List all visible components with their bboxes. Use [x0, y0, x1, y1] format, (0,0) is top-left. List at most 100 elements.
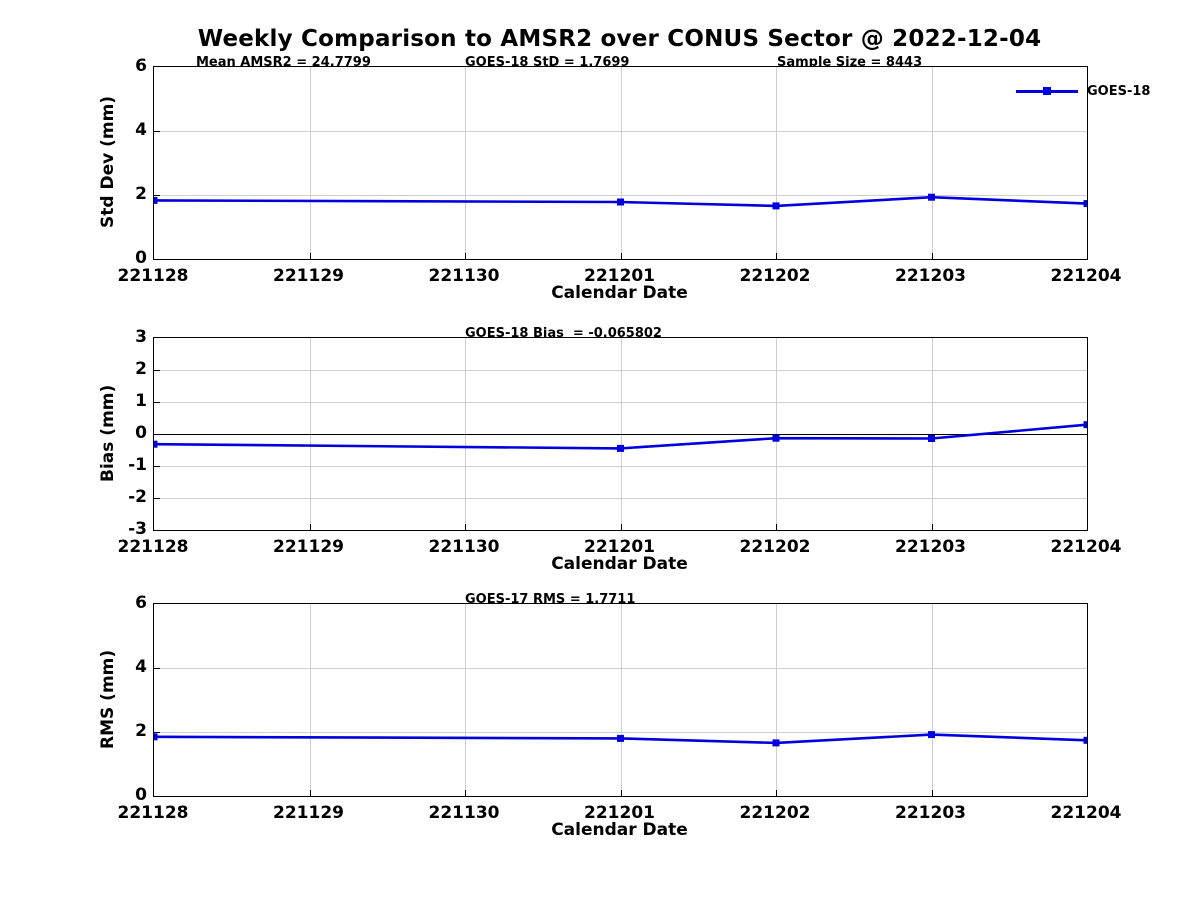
bias-plot-area — [153, 337, 1088, 531]
data-point-marker — [928, 731, 935, 739]
y-tick-mark — [154, 434, 160, 435]
vertical-gridline — [620, 604, 622, 796]
chart-title: Weekly Comparison to AMSR2 over CONUS Se… — [197, 26, 1042, 52]
horizontal-gridline — [154, 195, 1087, 196]
horizontal-gridline — [154, 466, 1087, 467]
horizontal-gridline — [154, 402, 1087, 403]
y-tick-mark — [154, 498, 160, 499]
vertical-gridline — [465, 67, 466, 259]
rms-data-line-svg — [154, 731, 1087, 747]
y-tick-label: 2 — [135, 721, 147, 741]
x-tick-mark — [465, 524, 466, 530]
y-tick-label: 0 — [135, 248, 147, 268]
y-tick-label: 6 — [135, 56, 147, 76]
y-tick-label: 0 — [135, 785, 147, 805]
x-tick-mark — [931, 790, 933, 796]
x-tick-label: 221128 — [117, 803, 189, 823]
data-point-marker — [154, 196, 158, 204]
x-tick-label: 221203 — [895, 537, 966, 557]
x-tick-label: 221130 — [428, 266, 500, 286]
horizontal-gridline — [154, 498, 1087, 499]
vertical-gridline — [309, 604, 311, 796]
y-tick-mark — [154, 732, 160, 733]
y-tick-label: 1 — [135, 391, 147, 411]
vertical-gridline — [931, 67, 933, 259]
rms-plot-area — [153, 603, 1088, 797]
stddev-y-axis-label: Std Dev (mm) — [98, 95, 118, 229]
x-tick-label: 221129 — [273, 266, 344, 286]
x-tick-label: 221129 — [273, 537, 344, 557]
x-tick-mark — [309, 524, 311, 530]
y-tick-label: -3 — [128, 519, 147, 539]
series-line — [154, 423, 1087, 450]
x-tick-mark — [465, 253, 466, 259]
data-point-marker — [617, 444, 624, 452]
x-tick-mark — [465, 790, 466, 796]
bias-x-axis-label: Calendar Date — [551, 554, 688, 574]
y-tick-mark — [154, 668, 160, 669]
x-tick-label: 221202 — [739, 266, 811, 286]
x-tick-label: 221129 — [273, 803, 344, 823]
x-tick-label: 221128 — [117, 537, 189, 557]
data-point-marker — [154, 440, 158, 448]
y-tick-label: 4 — [135, 657, 147, 677]
x-tick-label: 221201 — [584, 803, 655, 823]
x-tick-label: 221130 — [428, 537, 500, 557]
horizontal-gridline — [154, 370, 1087, 371]
rms-x-axis-label: Calendar Date — [551, 820, 688, 840]
x-tick-label: 221128 — [117, 266, 189, 286]
data-point-marker — [617, 734, 624, 742]
x-tick-mark — [776, 253, 777, 259]
vertical-gridline — [465, 604, 466, 796]
zero-reference-line — [154, 434, 1087, 435]
x-tick-label: 221203 — [895, 266, 966, 286]
x-tick-mark — [776, 790, 777, 796]
x-tick-mark — [620, 524, 622, 530]
x-tick-label: 221203 — [895, 803, 966, 823]
y-tick-label: -2 — [128, 487, 147, 507]
x-tick-label: 221204 — [1050, 537, 1122, 557]
vertical-gridline — [776, 604, 777, 796]
data-point-marker — [772, 202, 780, 210]
vertical-gridline — [776, 67, 777, 259]
y-tick-label: 2 — [135, 184, 147, 204]
stddev-plot-area — [153, 66, 1088, 260]
vertical-gridline — [309, 67, 311, 259]
legend-line-icon — [1016, 86, 1078, 95]
x-tick-mark — [309, 253, 311, 259]
x-tick-label: 221202 — [739, 537, 811, 557]
legend: GOES-18 — [1016, 83, 1150, 99]
data-point-marker — [617, 198, 624, 206]
horizontal-gridline — [154, 668, 1087, 669]
data-point-marker — [1083, 421, 1087, 429]
data-point-marker — [154, 733, 158, 741]
vertical-gridline — [931, 604, 933, 796]
data-point-marker — [928, 435, 935, 442]
y-tick-label: -1 — [128, 455, 147, 475]
rms-y-axis-label: RMS (mm) — [98, 649, 118, 749]
x-tick-label: 221130 — [428, 803, 500, 823]
data-point-marker — [928, 193, 935, 201]
x-tick-label: 221201 — [584, 266, 655, 286]
horizontal-gridline — [154, 131, 1087, 132]
legend-square-marker-icon — [1043, 86, 1051, 95]
x-tick-label: 221204 — [1050, 803, 1122, 823]
horizontal-gridline — [154, 732, 1087, 733]
x-tick-mark — [309, 790, 311, 796]
y-tick-mark — [154, 370, 160, 371]
y-tick-mark — [154, 402, 160, 403]
y-tick-label: 2 — [135, 359, 147, 379]
x-tick-label: 221202 — [739, 803, 811, 823]
x-tick-mark — [620, 790, 622, 796]
y-tick-mark — [154, 466, 160, 467]
bias-data-line-svg — [154, 421, 1087, 452]
x-tick-mark — [931, 524, 933, 530]
y-tick-label: 3 — [135, 327, 147, 347]
stddev-x-axis-label: Calendar Date — [551, 283, 688, 303]
x-tick-label: 221201 — [584, 537, 655, 557]
y-tick-mark — [154, 195, 160, 196]
y-tick-label: 0 — [135, 423, 147, 443]
x-tick-mark — [620, 253, 622, 259]
y-tick-mark — [154, 131, 160, 132]
